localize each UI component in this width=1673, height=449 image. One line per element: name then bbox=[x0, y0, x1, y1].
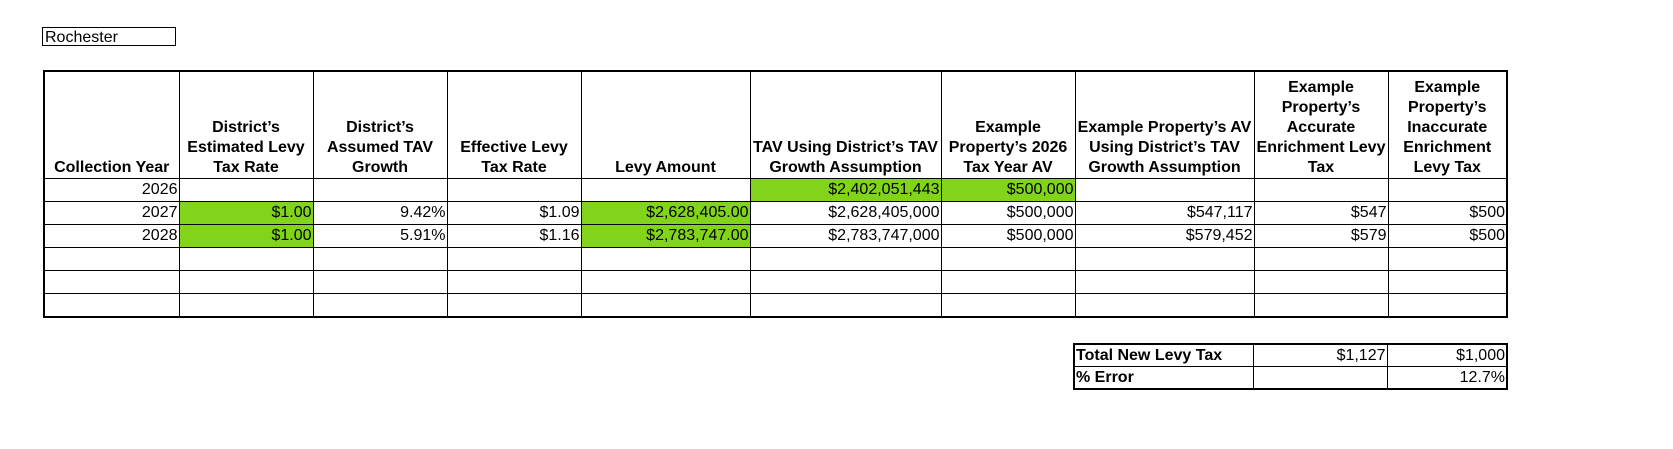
table-cell[interactable] bbox=[1253, 270, 1389, 294]
summary-table: Total New Levy Tax $1,127 $1,000% Error 12.… bbox=[1073, 343, 1508, 390]
summary-accurate[interactable]: $1,127 bbox=[1252, 343, 1388, 367]
table-cell[interactable]: $579 bbox=[1253, 224, 1389, 248]
column-header[interactable]: Example Property’s Inaccurate Enrichment… bbox=[1387, 70, 1508, 179]
table-cell[interactable] bbox=[43, 270, 180, 294]
table-cell[interactable] bbox=[312, 293, 448, 318]
table-cell[interactable] bbox=[178, 178, 314, 202]
table-cell[interactable] bbox=[1074, 178, 1255, 202]
table-cell[interactable] bbox=[312, 247, 448, 271]
table-cell[interactable] bbox=[1387, 293, 1508, 318]
table-cell[interactable]: $2,628,405.00 bbox=[580, 201, 751, 225]
table-cell[interactable] bbox=[940, 270, 1076, 294]
table-cell[interactable]: $547 bbox=[1253, 201, 1389, 225]
table-cell[interactable]: $1.09 bbox=[446, 201, 582, 225]
district-name-cell[interactable]: Rochester bbox=[42, 27, 176, 46]
table-cell[interactable] bbox=[178, 293, 314, 318]
table-cell[interactable]: 2028 bbox=[43, 224, 180, 248]
table-cell[interactable] bbox=[178, 247, 314, 271]
column-header[interactable]: Effective Levy Tax Rate bbox=[446, 70, 582, 179]
table-cell[interactable]: $500 bbox=[1387, 201, 1508, 225]
table-cell[interactable] bbox=[580, 293, 751, 318]
table-cell[interactable] bbox=[1074, 270, 1255, 294]
column-header[interactable]: Example Property’s Accurate Enrichment L… bbox=[1253, 70, 1389, 179]
table-cell[interactable] bbox=[1253, 247, 1389, 271]
table-cell[interactable]: $500,000 bbox=[940, 201, 1076, 225]
table-cell[interactable]: $500,000 bbox=[940, 178, 1076, 202]
table-cell[interactable] bbox=[1387, 270, 1508, 294]
summary-row: Total New Levy Tax $1,127 $1,000 bbox=[1073, 343, 1508, 367]
column-header[interactable]: District’s Estimated Levy Tax Rate bbox=[178, 70, 314, 179]
column-header[interactable]: Collection Year bbox=[43, 70, 180, 179]
table-cell[interactable] bbox=[1253, 293, 1389, 318]
table-cell[interactable] bbox=[1253, 178, 1389, 202]
table-cell[interactable] bbox=[312, 270, 448, 294]
table-cell[interactable] bbox=[178, 270, 314, 294]
summary-inaccurate[interactable]: $1,000 bbox=[1386, 343, 1508, 367]
table-cell[interactable] bbox=[580, 270, 751, 294]
summary-label[interactable]: % Error bbox=[1073, 366, 1254, 390]
table-cell[interactable]: 2027 bbox=[43, 201, 180, 225]
table-cell[interactable]: $2,402,051,443 bbox=[749, 178, 942, 202]
column-header[interactable]: TAV Using District’s TAV Growth Assumpti… bbox=[749, 70, 942, 179]
table-cell[interactable] bbox=[43, 293, 180, 318]
table-cell[interactable] bbox=[1074, 247, 1255, 271]
table-cell[interactable]: 2026 bbox=[43, 178, 180, 202]
table-cell[interactable] bbox=[749, 293, 942, 318]
table-cell[interactable]: $500 bbox=[1387, 224, 1508, 248]
table-row: 2027 $1.00 9.42% $1.09 $2,628,405.00 $2,628,4… bbox=[43, 201, 1508, 225]
table-cell[interactable] bbox=[1387, 178, 1508, 202]
table-cell[interactable] bbox=[940, 247, 1076, 271]
table-cell[interactable] bbox=[446, 178, 582, 202]
table-row bbox=[43, 293, 1508, 318]
table-cell[interactable] bbox=[749, 247, 942, 271]
table-cell[interactable] bbox=[1387, 247, 1508, 271]
table-cell[interactable] bbox=[580, 247, 751, 271]
table-cell[interactable] bbox=[446, 247, 582, 271]
table-cell[interactable]: $2,628,405,000 bbox=[749, 201, 942, 225]
table-cell[interactable] bbox=[43, 247, 180, 271]
table-cell[interactable] bbox=[1074, 293, 1255, 318]
table-cell[interactable] bbox=[940, 293, 1076, 318]
table-cell[interactable]: $2,783,747.00 bbox=[580, 224, 751, 248]
column-header[interactable]: Example Property’s 2026 Tax Year AV bbox=[940, 70, 1076, 179]
summary-label[interactable]: Total New Levy Tax bbox=[1073, 343, 1254, 367]
table-cell[interactable]: 9.42% bbox=[312, 201, 448, 225]
table-cell[interactable]: 5.91% bbox=[312, 224, 448, 248]
table-row bbox=[43, 270, 1508, 294]
table-cell[interactable]: $547,117 bbox=[1074, 201, 1255, 225]
column-header[interactable]: District’s Assumed TAV Growth bbox=[312, 70, 448, 179]
table-row: 2028 $1.00 5.91% $1.16 $2,783,747.00 $2,783,7… bbox=[43, 224, 1508, 248]
table-row: 2026 $2,402,051,443 $500,000 bbox=[43, 178, 1508, 202]
table-cell[interactable]: $1.00 bbox=[178, 201, 314, 225]
header-row: Collection Year District’s Estimated Levy… bbox=[43, 70, 1508, 179]
table-row bbox=[43, 247, 1508, 271]
summary-accurate[interactable] bbox=[1252, 366, 1388, 390]
table-cell[interactable] bbox=[446, 293, 582, 318]
table-cell[interactable] bbox=[580, 178, 751, 202]
column-header[interactable]: Example Property’s AV Using District’s T… bbox=[1074, 70, 1255, 179]
table-cell[interactable] bbox=[749, 270, 942, 294]
table-cell[interactable]: $1.16 bbox=[446, 224, 582, 248]
levy-table: Collection Year District’s Estimated Levy… bbox=[43, 70, 1508, 318]
table-cell[interactable]: $1.00 bbox=[178, 224, 314, 248]
summary-inaccurate[interactable]: 12.7% bbox=[1386, 366, 1508, 390]
table-cell[interactable]: $579,452 bbox=[1074, 224, 1255, 248]
table-cell[interactable] bbox=[446, 270, 582, 294]
table-cell[interactable]: $500,000 bbox=[940, 224, 1076, 248]
column-header[interactable]: Levy Amount bbox=[580, 70, 751, 179]
table-cell[interactable] bbox=[312, 178, 448, 202]
table-cell[interactable]: $2,783,747,000 bbox=[749, 224, 942, 248]
summary-row: % Error 12.7% bbox=[1073, 366, 1508, 390]
